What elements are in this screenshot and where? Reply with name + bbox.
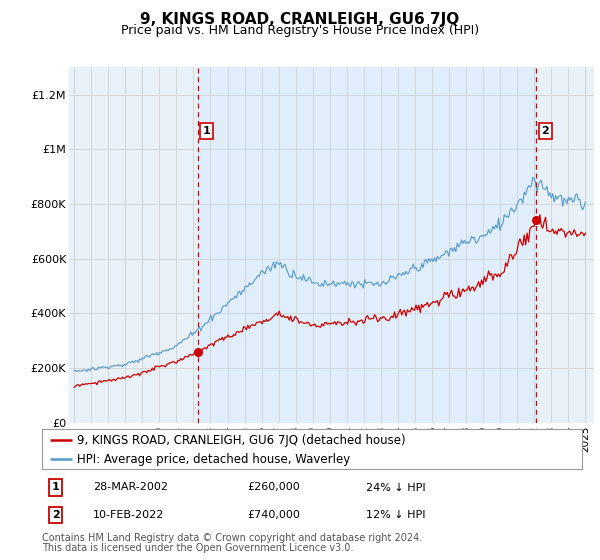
Text: 1: 1 (52, 483, 59, 492)
Text: This data is licensed under the Open Government Licence v3.0.: This data is licensed under the Open Gov… (42, 543, 353, 553)
Text: Price paid vs. HM Land Registry's House Price Index (HPI): Price paid vs. HM Land Registry's House … (121, 24, 479, 36)
Text: 9, KINGS ROAD, CRANLEIGH, GU6 7JQ (detached house): 9, KINGS ROAD, CRANLEIGH, GU6 7JQ (detac… (77, 434, 406, 447)
Text: 28-MAR-2002: 28-MAR-2002 (94, 483, 168, 492)
Text: 2: 2 (541, 126, 549, 136)
Text: HPI: Average price, detached house, Waverley: HPI: Average price, detached house, Wave… (77, 452, 350, 466)
Text: 1: 1 (203, 126, 211, 136)
Text: 24% ↓ HPI: 24% ↓ HPI (366, 483, 425, 492)
Text: 9, KINGS ROAD, CRANLEIGH, GU6 7JQ: 9, KINGS ROAD, CRANLEIGH, GU6 7JQ (140, 12, 460, 27)
Text: Contains HM Land Registry data © Crown copyright and database right 2024.: Contains HM Land Registry data © Crown c… (42, 533, 422, 543)
Text: 10-FEB-2022: 10-FEB-2022 (94, 510, 164, 520)
Text: £740,000: £740,000 (247, 510, 300, 520)
Text: 2: 2 (52, 510, 59, 520)
Text: 12% ↓ HPI: 12% ↓ HPI (366, 510, 425, 520)
Bar (197, 67, 536, 423)
Text: £260,000: £260,000 (247, 483, 300, 492)
